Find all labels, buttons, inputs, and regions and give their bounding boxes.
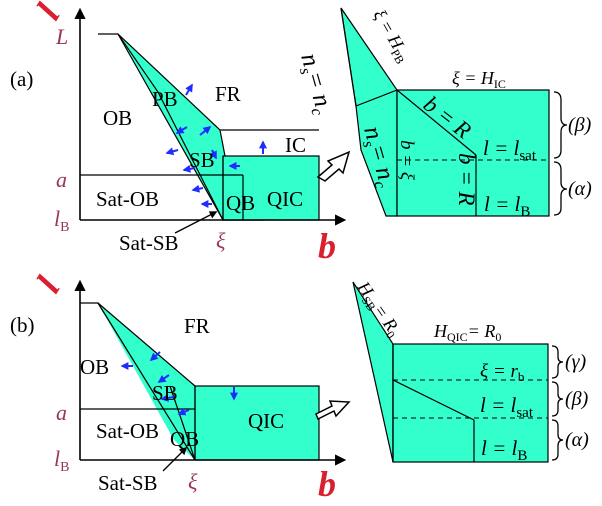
brace-a-alpha (553, 161, 568, 216)
zoom-arrow-a (316, 150, 351, 182)
line-b-diag (169, 385, 196, 461)
zoom-a-brace-alpha: (α) (568, 178, 592, 200)
labels-a: (a) l b L a lB ξ OB PB FR IC SB QIC QB S… (10, 0, 336, 266)
zoom-a-ns-nc-upper: ns= nc (292, 50, 338, 117)
y-axis-symbol-a: l (29, 0, 68, 26)
region-a-FR: FR (215, 82, 241, 106)
tag-a: (a) (10, 67, 33, 91)
tick-xi-a: ξ (216, 228, 226, 253)
tick-lB-a: lB (54, 206, 69, 235)
region-b-OB: OB (80, 355, 109, 379)
zoom-a-b-eq-xi: b = ξ (396, 140, 417, 181)
zoom-a-b-eq-R-lower: b = R (454, 153, 479, 206)
blue-arrows-b (120, 351, 238, 416)
brace-a-beta (553, 91, 568, 159)
region-b-qic-fill (194, 385, 320, 461)
line-a-left-boundary (98, 33, 224, 221)
pointer-b-satsb (162, 446, 188, 472)
tick-L-a: L (55, 24, 68, 49)
region-a-QB: QB (226, 191, 255, 215)
zoom-b-right-fill (392, 343, 549, 463)
tick-lB-b: lB (54, 446, 69, 475)
region-b-SB: SB (152, 381, 178, 405)
zoom-b-brace-gamma: (γ) (565, 351, 587, 373)
zoom-b-brace-alpha: (α) (565, 429, 589, 451)
blue-arrows-a (165, 83, 267, 208)
zoom-a (340, 7, 568, 217)
tick-a-a: a (56, 167, 67, 192)
zoom-a-brace-beta: (β) (568, 114, 592, 136)
region-a-QIC: QIC (267, 187, 303, 211)
y-axis-symbol-b: l (29, 270, 68, 300)
region-b-FR: FR (184, 314, 210, 338)
zoom-b (352, 281, 564, 463)
zoom-b-xi-rb: ξ = rb (480, 361, 524, 384)
pointer-a-satsb (174, 211, 218, 234)
zoom-labels-b: HSB= R0 HQIC= R0 ξ = rb l = lsat l = lB … (353, 277, 589, 464)
tick-a-b: a (56, 400, 67, 425)
line-b-upper-boundary (97, 302, 196, 387)
label-b-SatSB: Sat-SB (98, 471, 158, 495)
zoom-b-l-B: l = lB (481, 436, 527, 464)
region-a-OB: OB (103, 106, 132, 130)
region-b-QIC: QIC (248, 409, 284, 433)
region-a-IC: IC (285, 133, 306, 157)
panel-b (74, 279, 351, 472)
region-a-SatOB: Sat-OB (96, 187, 159, 211)
region-b-QB: QB (170, 427, 199, 451)
zoom-a-l-sat: l = lsat (483, 136, 537, 164)
x-axis-symbol-b: b (318, 464, 336, 504)
region-a-PB: PB (152, 87, 178, 111)
zoom-b-HQIC: HQIC= R0 (433, 321, 501, 344)
zoom-b-l-sat: l = lsat (480, 393, 534, 421)
brace-b-alpha (551, 419, 564, 461)
zoom-a-xi-HIC: ξ = HIC (452, 68, 506, 91)
zoom-a-l-B: l = lB (484, 192, 530, 220)
x-axis-symbol-a: b (318, 226, 336, 266)
brace-b-gamma (551, 345, 564, 379)
brace-b-beta (551, 381, 564, 417)
region-b-SatOB: Sat-OB (96, 419, 159, 443)
zoom-arrow-b (315, 400, 351, 421)
tick-xi-b: ξ (188, 469, 198, 494)
region-a-SB: SB (189, 148, 215, 172)
label-a-SatSB: Sat-SB (119, 231, 179, 255)
panel-a (74, 7, 351, 234)
labels-b: (b) l b a lB ξ FR OB SB QIC QB Sat-OB Sa… (10, 270, 336, 504)
tag-b: (b) (10, 313, 35, 337)
zoom-b-brace-beta: (β) (565, 388, 589, 410)
